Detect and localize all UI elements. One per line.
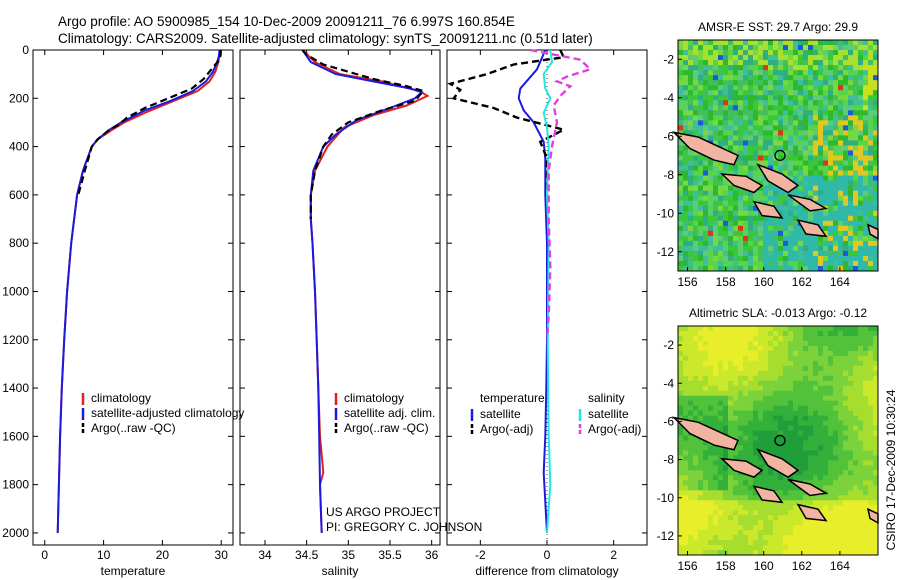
float-location-marker [774, 149, 786, 162]
legend-entry: Argo(..raw -QC) [91, 421, 176, 435]
x-tick-label: -2 [475, 548, 486, 562]
legend-entry: Argo(-adj) [588, 422, 641, 436]
y-tick-label: 2000 [2, 526, 29, 540]
series-line-satellite-adjusted-climatology [56, 49, 221, 533]
map-frame [677, 325, 879, 556]
x-tick-label: 35.5 [378, 548, 402, 562]
y-tick-label: 1600 [2, 429, 29, 443]
x-tick-label: 30 [215, 548, 229, 562]
temperature-panel: 0 10 20 30 0 200 400 600 800 1000 1200 1400 1600 1800… [2, 43, 244, 578]
pi-label: PI: GREGORY C. JOHNSON [326, 520, 482, 534]
legend-entry: Argo(-adj) [480, 422, 533, 436]
map-y-tick-label: -4 [663, 376, 674, 390]
map-y-tick-label: -12 [657, 529, 675, 543]
map-y-tick-label: -6 [663, 414, 674, 428]
series-line-argo-adj [447, 49, 568, 195]
y-tick-label: 400 [9, 140, 29, 154]
map-y-tick-label: -2 [663, 52, 674, 66]
map-x-tick-label: 156 [678, 275, 698, 289]
sst-map: 156 158 160 162 164 -2 -4 -6 -8 -10 -12 AMSR-E SST:… [657, 20, 879, 289]
map-y-tick-label: -8 [663, 168, 674, 182]
x-tick-label: 34.5 [295, 548, 319, 562]
salinity-panel: 34 34.5 35 35.5 36 salinity climatologysatelli… [239, 49, 441, 578]
legend-entry: satellite adj. clim. [344, 406, 435, 420]
series-line-satellite [517, 49, 548, 533]
map-y-tick-label: -6 [663, 129, 674, 143]
timestamp-label: CSIRO 17-Dec-2009 10:30:24 [884, 389, 898, 550]
legend-entry: satellite [588, 407, 629, 421]
map-x-tick-label: 164 [830, 559, 850, 573]
y-tick-label: 1800 [2, 478, 29, 492]
sla-map: 156 158 160 162 164 -2 -4 -6 -8 -10 -12 Altimetric … [657, 306, 879, 573]
header-line-2: Climatology: CARS2009. Satellite-adjuste… [58, 31, 593, 46]
series-line-satellite-adj-clim [301, 49, 424, 533]
map-raster [678, 326, 879, 556]
coastline [671, 131, 879, 241]
map-y-tick-label: -10 [657, 491, 675, 505]
map-y-tick-label: -10 [657, 206, 675, 220]
x-tick-label: 2 [610, 548, 617, 562]
x-axis-label: salinity [322, 564, 359, 578]
y-tick-label: 1200 [2, 333, 29, 347]
map-x-tick-label: 162 [792, 275, 812, 289]
legend-entry: Argo(..raw -QC) [344, 421, 429, 435]
legend-entry: satellite [480, 407, 521, 421]
x-tick-label: 36 [425, 548, 439, 562]
y-tick-label: 200 [9, 91, 29, 105]
header-line-1: Argo profile: AO 5900985_154 10-Dec-2009… [58, 14, 515, 29]
series-line-climatology [301, 49, 430, 533]
x-tick-label: 20 [156, 548, 170, 562]
plot-frame [32, 49, 234, 546]
map-title: AMSR-E SST: 29.7 Argo: 29.9 [698, 20, 858, 34]
legend-entry: climatology [91, 391, 151, 405]
map-y-tick-label: -2 [663, 338, 674, 352]
map-y-tick-label: -12 [657, 245, 675, 259]
map-raster [678, 40, 879, 272]
map-frame [677, 39, 879, 272]
map-x-tick-label: 160 [754, 559, 774, 573]
y-tick-label: 600 [9, 188, 29, 202]
x-axis-label: temperature [101, 564, 166, 578]
x-tick-label: 0 [41, 548, 48, 562]
map-x-tick-label: 158 [716, 275, 736, 289]
map-x-tick-label: 158 [716, 559, 736, 573]
plot-frame [239, 49, 441, 546]
difference-panel: -2 0 2 difference from climatology temperatu… [446, 48, 648, 578]
x-tick-label: 10 [97, 548, 111, 562]
series-line-satellite [542, 49, 554, 533]
legend-header: temperature [480, 391, 545, 405]
float-location-marker [774, 434, 786, 447]
legend-entry: satellite-adjusted climatology [91, 406, 244, 420]
map-y-tick-label: -8 [663, 453, 674, 467]
legend-header: salinity [588, 391, 625, 405]
x-tick-label: 35 [342, 548, 356, 562]
x-tick-label: 0 [544, 548, 551, 562]
series-line-argo-raw-qc [77, 50, 222, 196]
series-line-argo-adj [530, 48, 593, 340]
y-tick-label: 1400 [2, 381, 29, 395]
legend-entry: climatology [344, 391, 404, 405]
map-title: Altimetric SLA: -0.013 Argo: -0.12 [689, 306, 867, 320]
coastline [671, 416, 879, 525]
project-label: US ARGO PROJECT [326, 505, 441, 519]
x-tick-label: 34 [258, 548, 272, 562]
map-x-tick-label: 160 [754, 275, 774, 289]
x-axis-label: difference from climatology [475, 564, 618, 578]
map-x-tick-label: 156 [678, 559, 698, 573]
map-x-tick-label: 164 [830, 275, 850, 289]
series-line-argo-raw-qc [301, 49, 426, 219]
y-tick-label: 0 [22, 43, 29, 57]
series-line-climatology [56, 49, 222, 533]
map-x-tick-label: 162 [792, 559, 812, 573]
map-y-tick-label: -4 [663, 91, 674, 105]
y-tick-label: 800 [9, 236, 29, 250]
y-tick-label: 1000 [2, 284, 29, 298]
